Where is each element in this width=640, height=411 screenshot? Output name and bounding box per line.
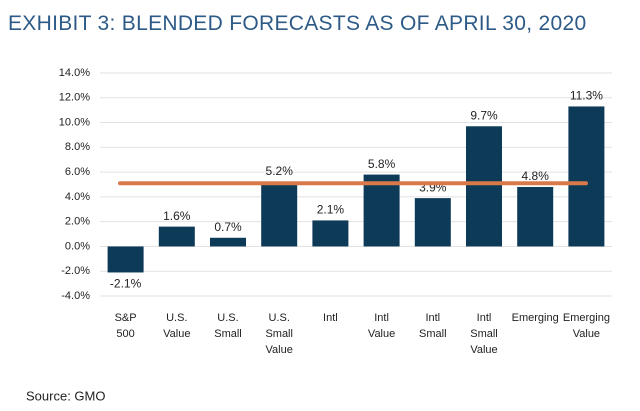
value-label: 1.6%	[163, 209, 191, 223]
x-tick-line: Small	[214, 328, 242, 340]
x-tick-line: U.S.	[166, 312, 187, 324]
x-tick-label: U.S. Small Value	[265, 312, 293, 356]
x-tick-line: Small	[419, 328, 447, 340]
chart-title: EXHIBIT 3: BLENDED FORECASTS AS OF APRIL…	[8, 12, 586, 35]
bar	[107, 246, 144, 273]
x-tick-label: Intl Small	[419, 312, 447, 340]
x-tick-line: Intl	[323, 312, 338, 324]
x-tick-line: U.S.	[268, 312, 289, 324]
value-label: 11.3%	[570, 89, 603, 103]
bar	[312, 220, 349, 247]
value-label: 4.8%	[522, 169, 550, 183]
bar	[466, 126, 502, 247]
x-tick-line: Intl	[374, 312, 389, 324]
x-tick-label: U.S. Small	[214, 312, 242, 340]
bar	[210, 237, 246, 247]
x-tick-line: Value	[573, 328, 600, 340]
value-label: 0.7%	[214, 220, 242, 234]
bar	[414, 198, 451, 247]
y-tick-label: 12.0%	[59, 92, 90, 104]
bar	[158, 226, 195, 247]
value-label: -2.1%	[110, 277, 142, 291]
x-tick-line: Intl	[425, 312, 440, 324]
value-label: 5.8%	[368, 157, 396, 171]
y-tick-label: -4.0%	[61, 290, 90, 302]
x-tick-line: Small	[470, 328, 498, 340]
x-tick-label: U.S. Value	[163, 312, 190, 340]
x-tick-line: Value	[163, 328, 190, 340]
value-label: 5.2%	[266, 164, 294, 178]
value-label: 9.7%	[470, 108, 498, 122]
y-tick-label: 0.0%	[65, 240, 90, 252]
source: Source: GMO	[26, 388, 105, 403]
y-tick-label: 10.0%	[59, 116, 90, 128]
x-tick-line: Value	[470, 344, 497, 356]
y-tick-label: 8.0%	[65, 141, 90, 153]
x-tick-line: Emerging	[512, 312, 559, 324]
y-tick-label: 14.0%	[59, 67, 90, 79]
x-tick-line: Intl	[477, 312, 492, 324]
x-tick-label: Emerging Value	[563, 312, 610, 340]
bar	[261, 182, 298, 247]
x-tick-label: Intl	[323, 312, 338, 324]
x-tick-line: Small	[265, 328, 293, 340]
x-tick-line: S&P	[115, 312, 137, 324]
x-tick-label: Intl Small Value	[470, 312, 498, 356]
x-tick-label: Emerging	[512, 312, 559, 324]
x-tick-line: 500	[116, 328, 134, 340]
x-tick-line: Emerging	[563, 312, 610, 324]
x-tick-label: S&P 500	[115, 312, 137, 340]
bar	[363, 174, 400, 247]
bar	[568, 106, 605, 247]
y-tick-label: 6.0%	[65, 166, 90, 178]
value-label: 2.1%	[317, 203, 345, 217]
x-tick-label: Intl Value	[368, 312, 395, 340]
y-tick-label: 2.0%	[65, 216, 90, 228]
x-tick-line: Value	[266, 344, 293, 356]
bar	[517, 186, 554, 247]
y-tick-label: 4.0%	[65, 191, 90, 203]
x-tick-line: U.S.	[217, 312, 238, 324]
x-tick-line: Value	[368, 328, 395, 340]
y-tick-label: -2.0%	[61, 265, 90, 277]
